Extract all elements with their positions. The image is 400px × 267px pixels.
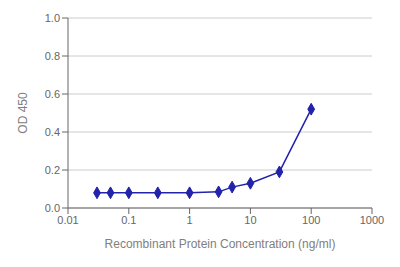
- svg-text:1: 1: [187, 214, 193, 226]
- svg-text:10: 10: [244, 214, 256, 226]
- svg-text:0.2: 0.2: [45, 164, 60, 176]
- svg-text:OD 450: OD 450: [16, 92, 30, 134]
- svg-text:1000: 1000: [360, 214, 384, 226]
- svg-text:0.1: 0.1: [121, 214, 136, 226]
- svg-text:0.0: 0.0: [45, 202, 60, 214]
- svg-text:0.4: 0.4: [45, 126, 60, 138]
- svg-text:0.01: 0.01: [57, 214, 78, 226]
- svg-text:Recombinant Protein Concentrat: Recombinant Protein Concentration (ng/ml…: [105, 237, 336, 251]
- svg-text:0.8: 0.8: [45, 50, 60, 62]
- svg-text:1.0: 1.0: [45, 12, 60, 24]
- svg-text:100: 100: [302, 214, 320, 226]
- svg-text:0.6: 0.6: [45, 88, 60, 100]
